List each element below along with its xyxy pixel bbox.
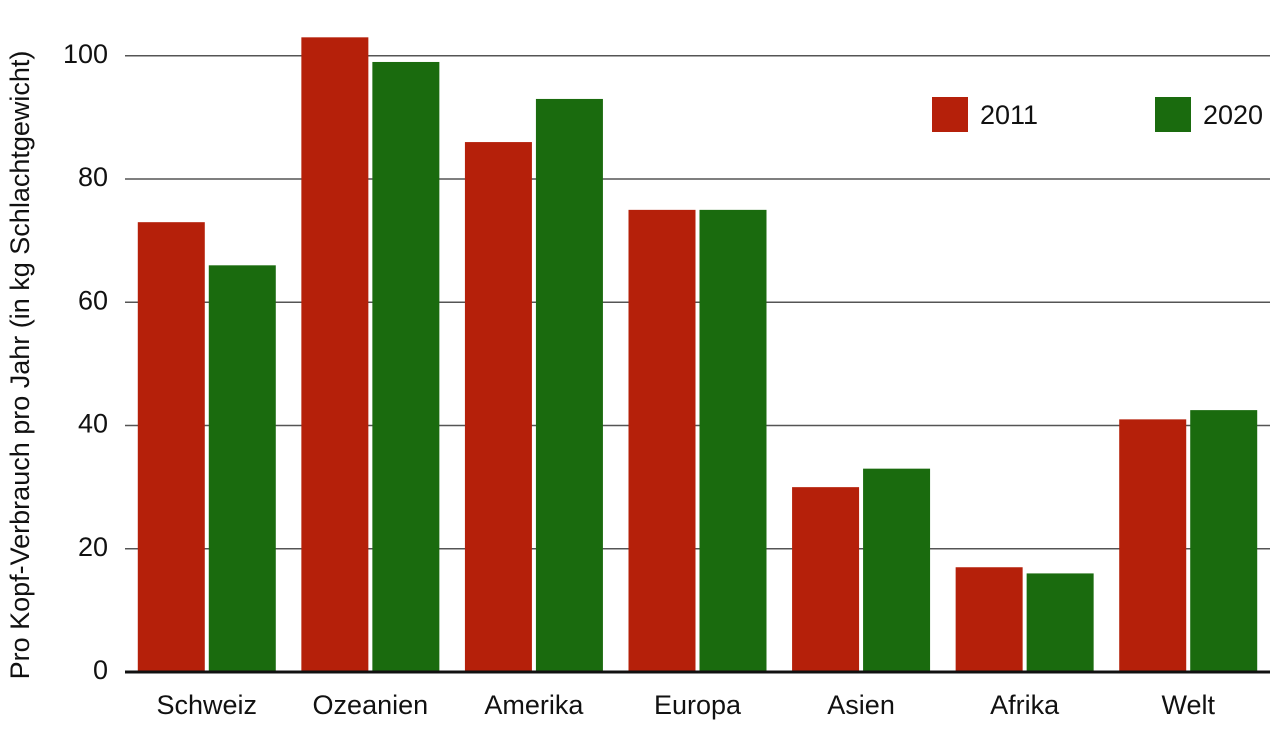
bar [863, 468, 931, 672]
y-tick-label: 40 [78, 409, 108, 439]
x-tick-label: Schweiz [157, 690, 258, 720]
bar [699, 209, 767, 672]
x-tick-label: Welt [1161, 690, 1215, 720]
x-tick-label: Ozeanien [313, 690, 429, 720]
y-tick-label: 60 [78, 285, 108, 315]
bar [1119, 419, 1187, 672]
y-tick-label: 20 [78, 532, 108, 562]
x-tick-label: Afrika [990, 690, 1060, 720]
x-tick-label: Asien [827, 690, 895, 720]
bar [628, 209, 696, 672]
legend-label: 2020 [1203, 100, 1263, 130]
bar [1026, 573, 1094, 672]
y-axis-label: Pro Kopf-Verbrauch pro Jahr (in kg Schla… [5, 51, 35, 680]
bar [137, 222, 205, 672]
bar [464, 142, 532, 673]
bar [535, 98, 603, 672]
y-tick-label: 100 [63, 39, 108, 69]
bar [1190, 410, 1258, 672]
y-tick-label: 0 [93, 655, 108, 685]
bar [955, 567, 1023, 672]
legend-label: 2011 [980, 100, 1038, 130]
bar [301, 37, 369, 673]
bar [372, 61, 440, 672]
y-tick-label: 80 [78, 162, 108, 192]
x-tick-label: Amerika [484, 690, 584, 720]
bar [208, 265, 276, 672]
bar [792, 487, 860, 672]
x-tick-label: Europa [654, 690, 742, 720]
legend-swatch [1155, 97, 1191, 132]
legend-swatch [932, 97, 968, 132]
